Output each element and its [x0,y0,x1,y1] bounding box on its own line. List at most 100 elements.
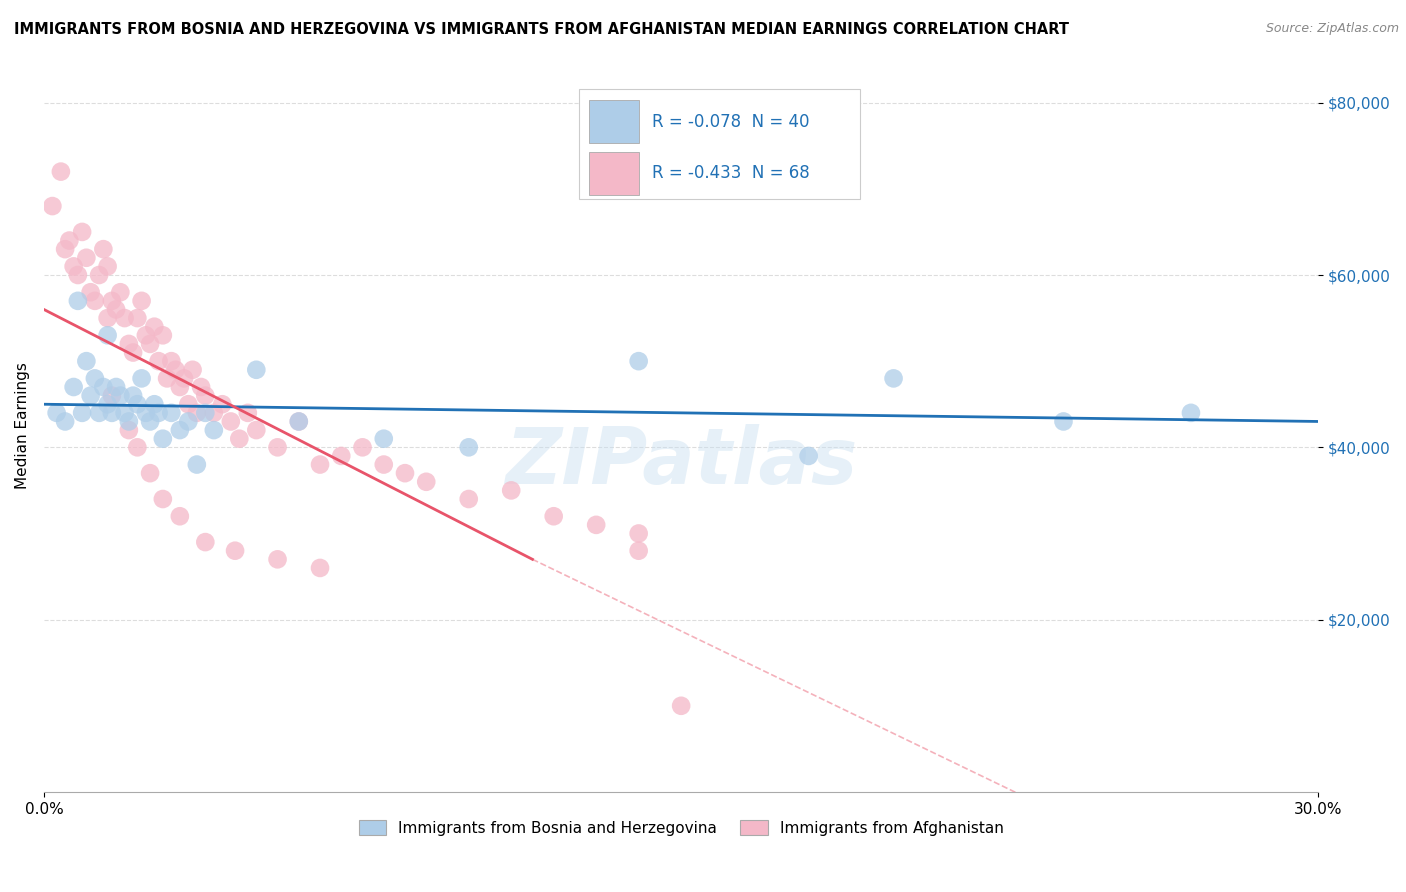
Point [883,371,905,385]
Point [41,199,63,213]
Text: Source: ZipAtlas.com: Source: ZipAtlas.com [1265,22,1399,36]
Point [87,268,110,282]
Point [194,535,217,549]
Point [543,509,565,524]
Point [228,432,250,446]
Point [135,406,157,420]
Point [152,491,174,506]
Point [224,543,246,558]
FancyBboxPatch shape [589,100,640,144]
Point [66,268,89,282]
Point [53,242,76,256]
Point [110,285,132,300]
Point [202,406,225,420]
Point [288,415,311,429]
Point [122,389,145,403]
Y-axis label: Median Earnings: Median Earnings [15,362,30,489]
Point [139,337,162,351]
Text: ZIPatlas: ZIPatlas [505,425,858,500]
Point [415,475,437,489]
Point [110,389,132,403]
Point [1180,406,1202,420]
Point [127,311,149,326]
Point [101,293,124,308]
Point [83,293,105,308]
Point [131,293,153,308]
Point [75,251,97,265]
Point [105,302,128,317]
Text: R = -0.433  N = 68: R = -0.433 N = 68 [652,164,810,182]
Point [309,458,332,472]
Point [165,363,187,377]
Point [211,397,233,411]
Point [139,415,162,429]
Text: IMMIGRANTS FROM BOSNIA AND HERZEGOVINA VS IMMIGRANTS FROM AFGHANISTAN MEDIAN EAR: IMMIGRANTS FROM BOSNIA AND HERZEGOVINA V… [14,22,1069,37]
Point [127,440,149,454]
Point [202,423,225,437]
Point [97,260,120,274]
Point [627,354,650,368]
Point [169,380,191,394]
Point [152,432,174,446]
Point [93,242,115,256]
Point [373,458,395,472]
Point [148,406,170,420]
Point [114,406,136,420]
Point [181,363,204,377]
Point [58,234,80,248]
Point [105,380,128,394]
Point [118,415,141,429]
Point [457,491,479,506]
FancyBboxPatch shape [589,152,640,194]
Point [148,354,170,368]
Point [373,432,395,446]
Point [194,389,217,403]
Point [101,406,124,420]
Point [122,345,145,359]
Point [266,440,288,454]
Point [457,440,479,454]
Point [160,354,183,368]
Point [75,354,97,368]
Point [160,406,183,420]
Text: R = -0.078  N = 40: R = -0.078 N = 40 [652,113,810,131]
Point [288,415,311,429]
Point [627,543,650,558]
Point [156,371,179,385]
Point [70,406,93,420]
Point [79,389,101,403]
Point [139,466,162,480]
Point [190,380,212,394]
Point [152,328,174,343]
Point [97,311,120,326]
Legend: Immigrants from Bosnia and Herzegovina, Immigrants from Afghanistan: Immigrants from Bosnia and Herzegovina, … [359,820,1004,836]
Point [118,423,141,437]
Point [173,371,195,385]
Point [394,466,416,480]
Point [330,449,353,463]
Point [177,397,200,411]
Point [669,698,692,713]
Point [797,449,820,463]
Point [245,423,267,437]
Point [177,415,200,429]
Point [1052,415,1074,429]
Point [169,423,191,437]
Point [62,380,84,394]
Point [135,328,157,343]
Point [93,380,115,394]
Point [169,509,191,524]
Point [585,517,607,532]
Point [186,458,208,472]
Point [186,406,208,420]
Point [97,397,120,411]
Point [501,483,523,498]
Point [127,397,149,411]
Point [49,164,72,178]
Point [194,406,217,420]
Point [309,561,332,575]
Point [236,406,259,420]
Point [266,552,288,566]
Point [83,371,105,385]
Point [66,293,89,308]
